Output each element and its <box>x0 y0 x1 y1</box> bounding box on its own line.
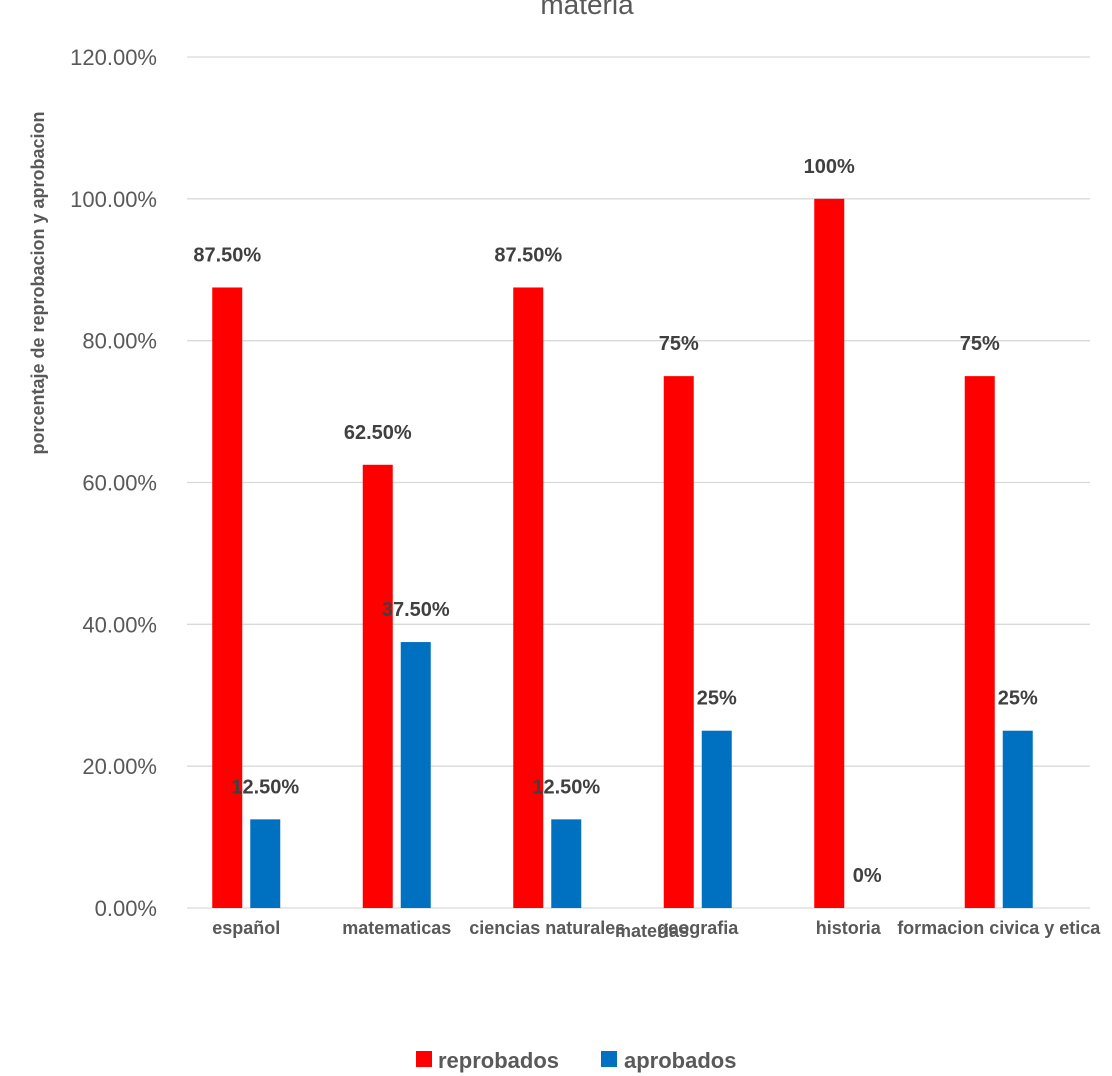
data-label-aprobados: 37.50% <box>382 599 450 621</box>
y-tick-label: 80.00% <box>82 329 157 354</box>
y-axis-tick-labels: 0.00% 20.00% 40.00% 60.00% 80.00% 100.00% 120.… <box>70 45 157 921</box>
bar-reprobados <box>663 376 694 908</box>
bar-aprobados <box>400 642 431 908</box>
legend: reprobados aprobados <box>416 1048 736 1073</box>
legend-label-aprobados: aprobados <box>624 1048 736 1073</box>
legend-label-reprobados: reprobados <box>438 1048 559 1073</box>
category-label: español <box>212 918 280 938</box>
x-axis-title: materias <box>615 921 689 941</box>
data-label-reprobados: 100% <box>804 156 855 178</box>
bar-aprobados <box>250 819 281 908</box>
category-label: formacion civica y etica <box>897 918 1101 938</box>
data-label-reprobados: 75% <box>960 333 1000 355</box>
category-label: matematicas <box>342 918 451 938</box>
bar-aprobados <box>1002 730 1033 908</box>
bar-reprobados <box>513 287 544 909</box>
bar-reprobados <box>212 287 243 909</box>
bar-aprobados <box>551 819 582 908</box>
bar-reprobados <box>964 376 995 908</box>
legend-swatch-reprobados <box>416 1051 432 1067</box>
data-label-reprobados: 87.50% <box>193 244 261 266</box>
x-axis-category-labels: español matematicas ciencias naturales geog… <box>212 918 1101 938</box>
y-tick-label: 100.00% <box>70 187 157 212</box>
data-label-reprobados: 75% <box>659 333 699 355</box>
data-label-reprobados: 87.50% <box>494 244 562 266</box>
category-label: historia <box>816 918 882 938</box>
y-tick-label: 40.00% <box>82 612 157 637</box>
bar-aprobados <box>701 730 732 908</box>
bars <box>212 198 1033 909</box>
data-label-aprobados: 12.50% <box>532 776 600 798</box>
data-labels: 87.50% 12.50% 62.50% 37.50% 87.50% 12.50% 75% 2… <box>193 156 1038 887</box>
data-label-aprobados: 25% <box>697 688 737 710</box>
category-label: geografia <box>657 918 739 938</box>
y-tick-label: 0.00% <box>95 896 157 921</box>
gridlines <box>187 56 1090 909</box>
bar-reprobados <box>362 464 393 908</box>
y-tick-label: 20.00% <box>82 754 157 779</box>
legend-swatch-aprobados <box>601 1051 617 1067</box>
data-label-aprobados: 12.50% <box>231 776 299 798</box>
data-label-reprobados: 62.50% <box>344 422 412 444</box>
y-tick-label: 120.00% <box>70 45 157 70</box>
y-tick-label: 60.00% <box>82 471 157 496</box>
data-label-aprobados: 0% <box>853 865 882 887</box>
y-axis-title: porcentaje de reprobacion y aprobacion <box>28 111 48 454</box>
category-label: ciencias naturales <box>469 918 625 938</box>
chart-title: materia <box>540 0 634 20</box>
bar-reprobados <box>814 198 845 909</box>
data-label-aprobados: 25% <box>998 688 1038 710</box>
